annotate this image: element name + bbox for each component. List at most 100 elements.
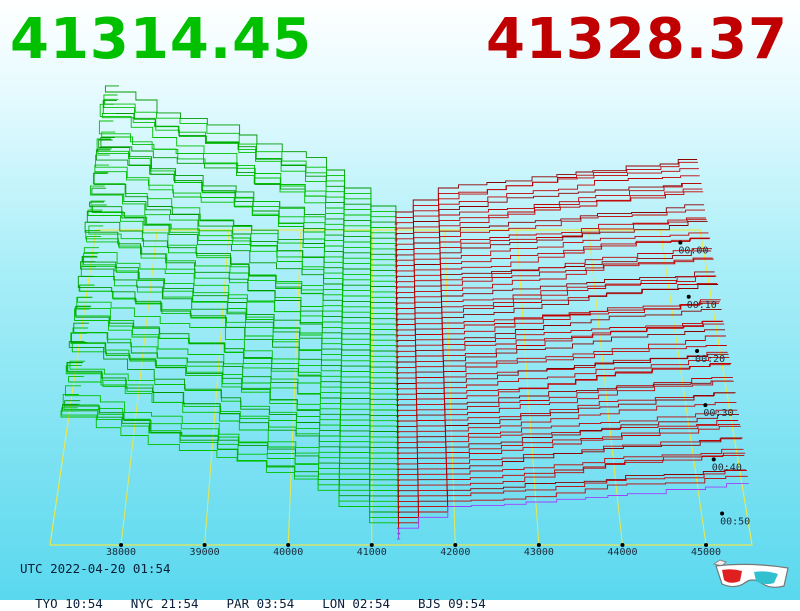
- 3d-glasses-icon[interactable]: [710, 556, 794, 592]
- time-axis: 00:00 00:10 00:20 00:30 00:40 00:50: [678, 240, 750, 528]
- price-axis: 38000 39000 40000 41000 42000 43000 44000 45000: [106, 543, 721, 558]
- price-tick-label: 43000: [524, 547, 554, 558]
- price-tick: [369, 543, 374, 547]
- ask-depth-line: [397, 409, 738, 471]
- bid-depth-line: [65, 365, 399, 503]
- ask-depth-line: [397, 364, 731, 428]
- bid-depth-line: [80, 266, 398, 396]
- bid-depth-line: [95, 149, 397, 289]
- bid-depth-line: [82, 256, 398, 385]
- bid-depth-line: [74, 308, 399, 444]
- bid-depth-line: [64, 400, 399, 513]
- price-tick: [286, 543, 291, 547]
- time-tick-label: 00:40: [712, 462, 742, 473]
- price-tick: [453, 543, 458, 547]
- price-tick-label: 38000: [106, 547, 136, 558]
- ask-depth-line: [398, 483, 749, 540]
- ask-depth-line: [397, 425, 741, 492]
- bid-depth-line: [100, 137, 397, 257]
- time-tick-label: 00:10: [687, 300, 717, 311]
- bid-depth-line: [73, 322, 399, 449]
- bid-depth-line: [78, 284, 398, 412]
- ask-depth-line: [397, 376, 733, 444]
- ask-depth-line: [396, 232, 709, 294]
- bid-depth-line: [96, 138, 397, 284]
- bid-depth-line: [68, 341, 399, 481]
- ask-depth-line: [396, 309, 722, 374]
- time-tick: [703, 403, 708, 408]
- bid-depth-line: [86, 236, 398, 358]
- ask-depth-line: [395, 182, 701, 246]
- grid-line: [659, 229, 707, 546]
- grid-line: [120, 229, 158, 546]
- ask-price: 41328.37: [485, 7, 788, 72]
- chart-grid: [49, 229, 753, 546]
- grid-line: [371, 229, 374, 546]
- bid-depth-line: [70, 332, 399, 471]
- price-tick-label: 41000: [357, 547, 387, 558]
- ask-depth-line: [396, 257, 713, 321]
- ask-depth-line: [397, 423, 740, 487]
- bid-depth-line: [66, 361, 399, 497]
- bid-depth-line: [98, 120, 397, 268]
- ask-depth-line: [396, 335, 726, 401]
- grid-line: [516, 229, 540, 546]
- bid-depth-line: [77, 275, 398, 417]
- ask-depth-line: [397, 414, 739, 481]
- ask-depth-line: [397, 401, 737, 465]
- time-tick-label: 00:20: [695, 354, 725, 365]
- grid-frame: [49, 229, 753, 546]
- ask-depth-line: [398, 470, 747, 529]
- ask-depth-line: [395, 182, 702, 252]
- ask-depth-line: [396, 302, 719, 358]
- ask-depth-line: [397, 380, 733, 439]
- bid-depth-line: [98, 139, 397, 273]
- ask-depth-line: [396, 271, 715, 332]
- bid-depth-line: [89, 185, 398, 332]
- price-tick-label: 44000: [607, 547, 637, 558]
- ask-depth-line: [396, 221, 708, 289]
- time-tick: [695, 348, 700, 353]
- price-tick: [119, 543, 124, 547]
- bid-depth-line: [63, 403, 399, 519]
- bid-depth-line: [88, 225, 398, 342]
- price-tick-label: 39000: [190, 547, 220, 558]
- ask-depth-line: [395, 204, 705, 268]
- ask-depth-line: [397, 353, 729, 417]
- bid-depth-line: [62, 404, 399, 529]
- ask-depth-line: [396, 248, 712, 316]
- bid-depth-line: [102, 100, 397, 241]
- bid-depth-line: [80, 261, 398, 401]
- ask-depth-line: [398, 475, 748, 535]
- ask-depth-line: [396, 299, 721, 369]
- price-tick-label: 42000: [440, 547, 470, 558]
- ask-depth-line: [397, 452, 746, 519]
- ask-depth-line: [396, 284, 719, 353]
- grid-line: [204, 229, 230, 546]
- bid-depth-line: [86, 210, 398, 353]
- bid-depth-line: [77, 296, 399, 422]
- time-tick-label: 00:50: [720, 517, 750, 528]
- ask-depth-line: [397, 448, 744, 508]
- clock-par: PAR 03:54: [226, 596, 295, 611]
- price-tick: [202, 543, 207, 547]
- bid-depth-line: [72, 327, 399, 455]
- ask-depth-line: [395, 175, 700, 241]
- ask-depth-line: [395, 209, 705, 273]
- price-tick: [536, 543, 541, 547]
- time-tick: [678, 240, 683, 245]
- bid-depth-line: [101, 131, 397, 252]
- ask-depth-line: [396, 323, 725, 390]
- time-tick: [720, 511, 725, 516]
- price-tick: [704, 543, 709, 547]
- bid-depth-line: [92, 204, 398, 316]
- ask-depth-line: [396, 258, 714, 326]
- bid-depth-line: [74, 306, 399, 439]
- time-tick-label: 00:00: [678, 246, 708, 257]
- bid-price: 41314.45: [10, 7, 313, 72]
- ask-depth-line: [397, 454, 745, 513]
- bid-depth-line: [71, 332, 399, 465]
- bid-depth-line: [101, 113, 397, 246]
- price-tick: [620, 543, 625, 547]
- clock-nyc: NYC 21:54: [130, 596, 199, 611]
